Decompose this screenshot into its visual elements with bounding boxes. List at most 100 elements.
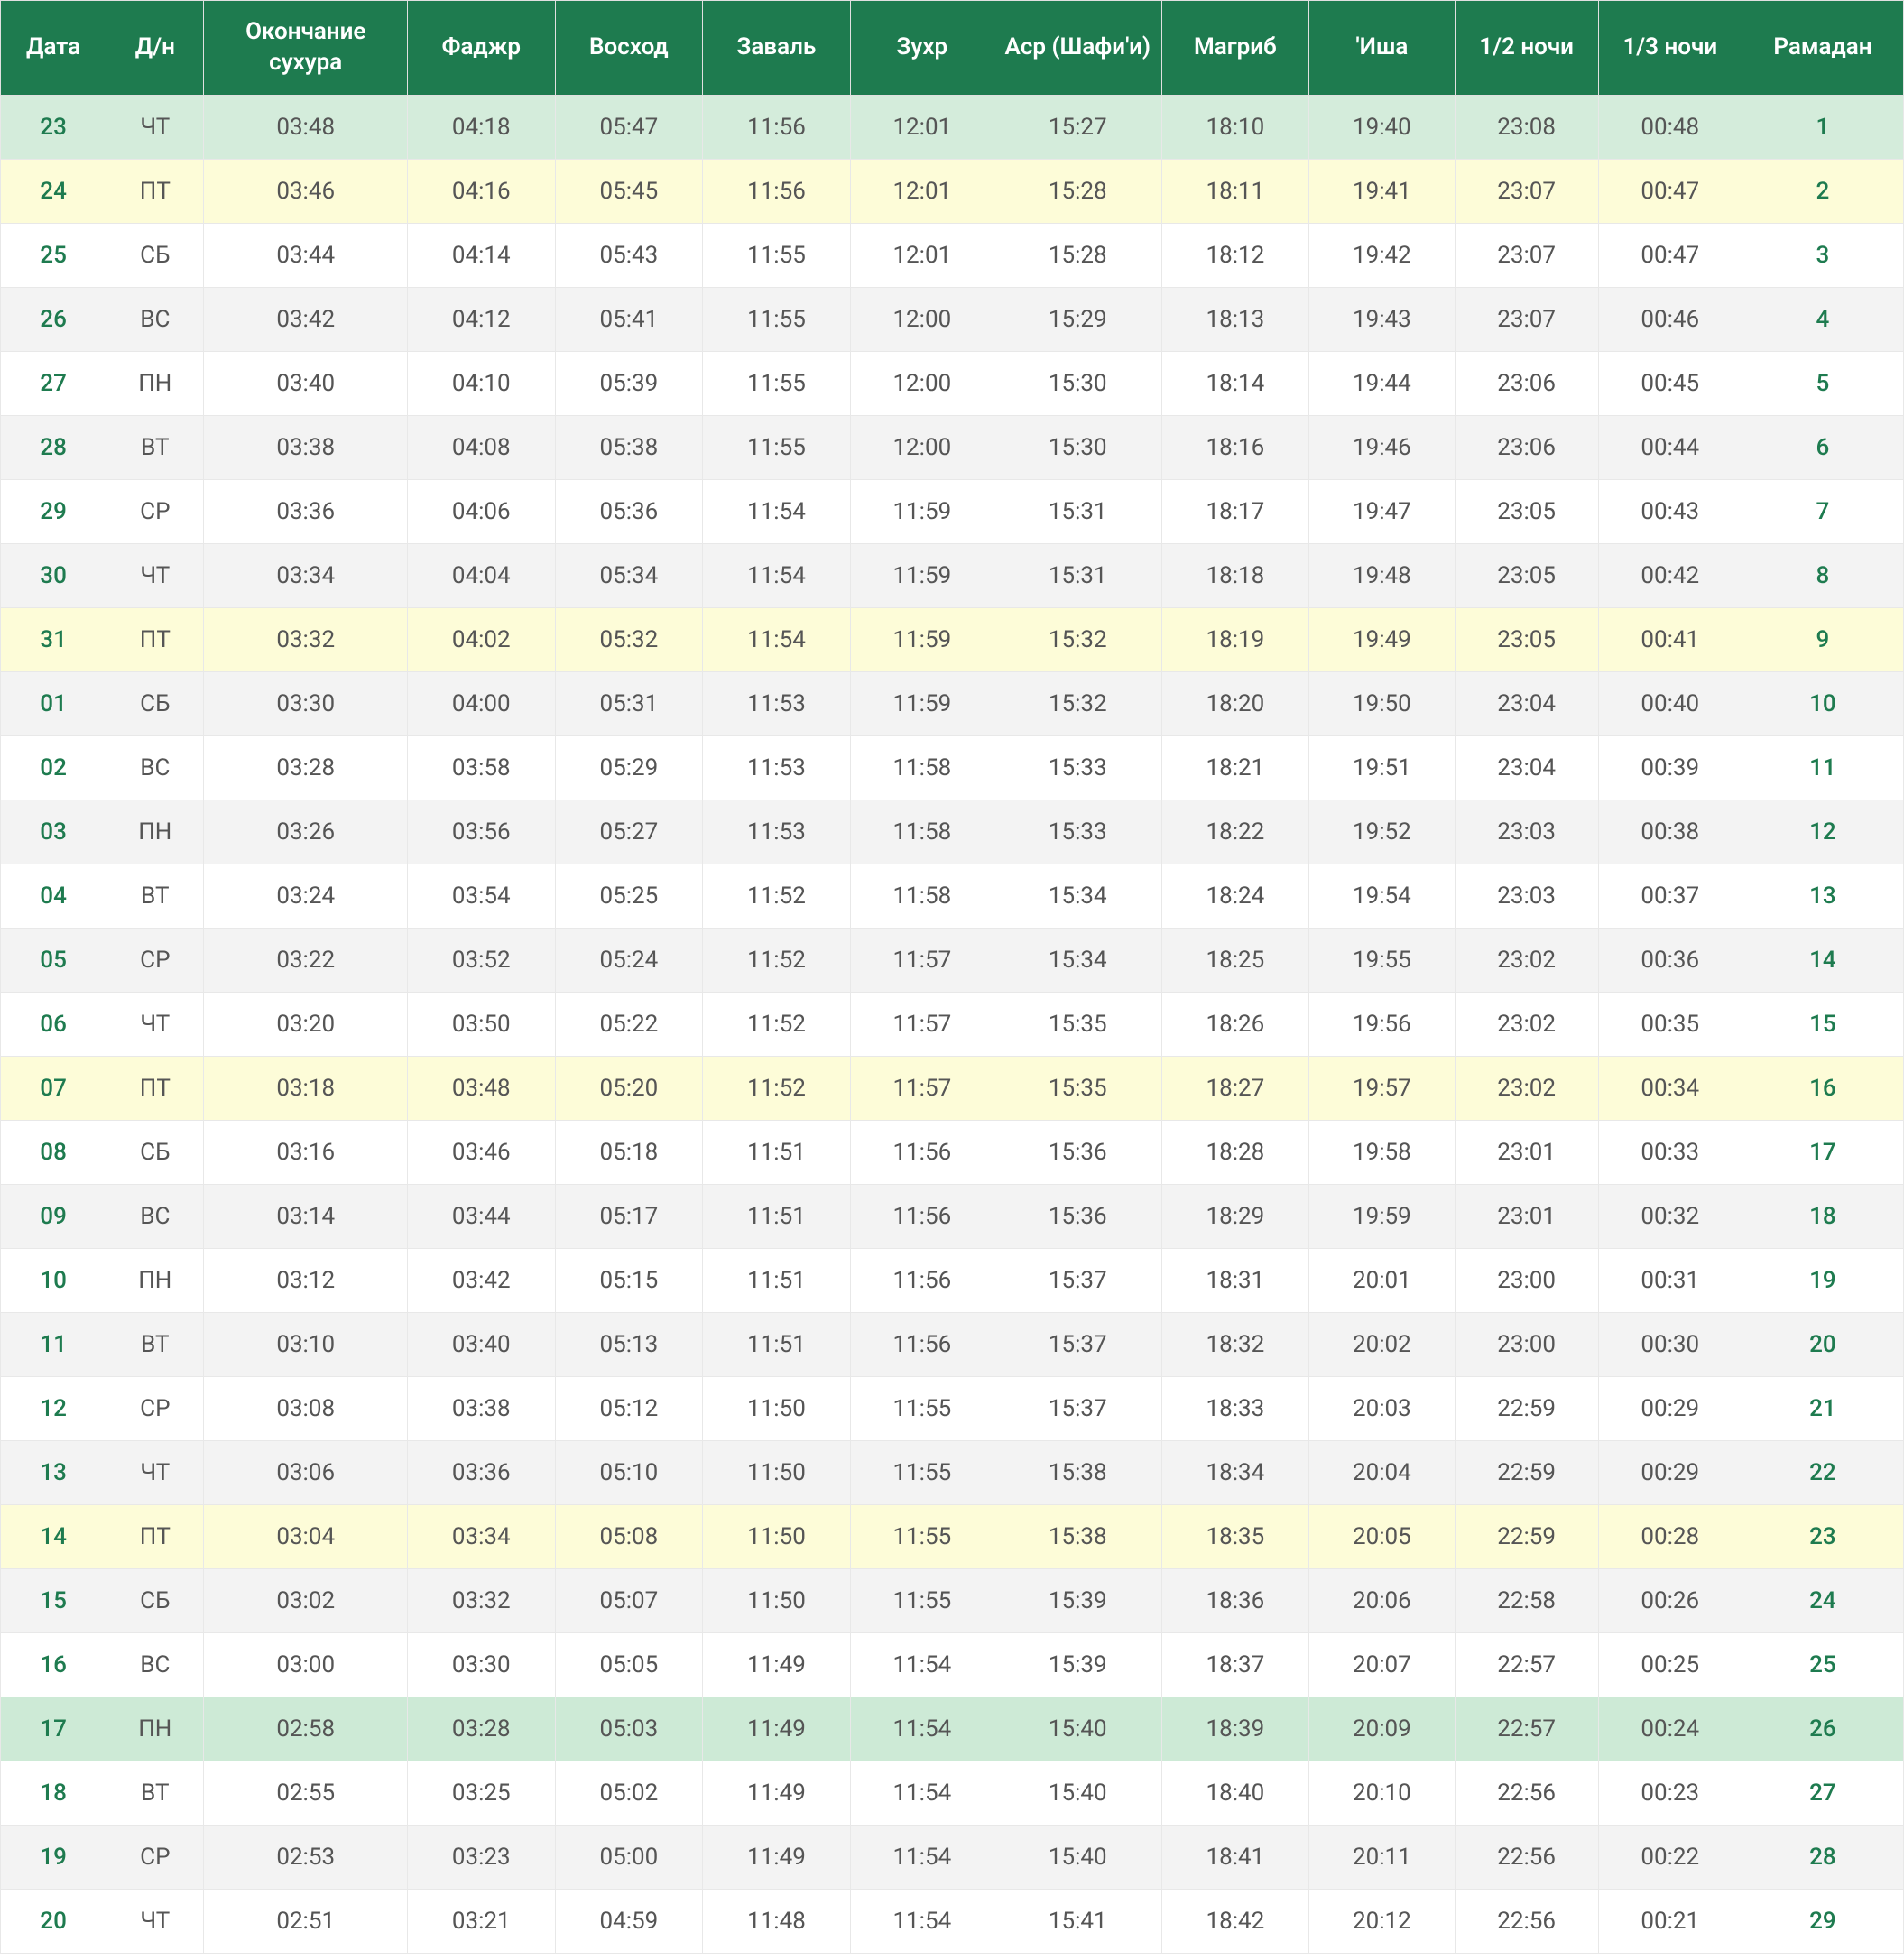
cell-third: 00:26 [1598,1568,1742,1632]
cell-suhur: 03:08 [204,1376,407,1440]
cell-ram: 17 [1742,1120,1903,1184]
cell-asr: 15:41 [994,1889,1161,1953]
cell-zaval: 11:56 [703,95,851,159]
cell-isha: 20:01 [1309,1248,1455,1312]
cell-third: 00:25 [1598,1632,1742,1697]
cell-vosh: 05:08 [555,1504,703,1568]
cell-suhur: 03:26 [204,800,407,864]
cell-third: 00:48 [1598,95,1742,159]
cell-asr: 15:40 [994,1697,1161,1761]
cell-zuhr: 11:54 [850,1697,994,1761]
cell-ram: 21 [1742,1376,1903,1440]
cell-zaval: 11:49 [703,1761,851,1825]
cell-isha: 19:56 [1309,992,1455,1056]
cell-asr: 15:35 [994,992,1161,1056]
cell-half: 23:02 [1455,928,1598,992]
cell-dow: СР [106,479,204,543]
cell-vosh: 05:34 [555,543,703,607]
cell-ram: 12 [1742,800,1903,864]
cell-half: 23:00 [1455,1312,1598,1376]
cell-third: 00:29 [1598,1440,1742,1504]
cell-zaval: 11:53 [703,800,851,864]
cell-ram: 14 [1742,928,1903,992]
cell-magrib: 18:10 [1161,95,1309,159]
cell-zaval: 11:52 [703,928,851,992]
cell-zaval: 11:48 [703,1889,851,1953]
table-row: 28ВТ03:3804:0805:3811:5512:0015:3018:161… [1,415,1904,479]
cell-ram: 29 [1742,1889,1903,1953]
cell-zaval: 11:55 [703,223,851,287]
cell-suhur: 03:06 [204,1440,407,1504]
cell-vosh: 05:18 [555,1120,703,1184]
cell-dow: ВТ [106,1312,204,1376]
cell-third: 00:22 [1598,1825,1742,1889]
cell-half: 23:05 [1455,543,1598,607]
cell-vosh: 05:22 [555,992,703,1056]
cell-zaval: 11:52 [703,992,851,1056]
table-row: 16ВС03:0003:3005:0511:4911:5415:3918:372… [1,1632,1904,1697]
cell-date: 26 [1,287,106,351]
cell-dow: СБ [106,1120,204,1184]
cell-vosh: 05:47 [555,95,703,159]
cell-date: 11 [1,1312,106,1376]
table-row: 29СР03:3604:0605:3611:5411:5915:3118:171… [1,479,1904,543]
cell-third: 00:39 [1598,735,1742,800]
cell-isha: 19:44 [1309,351,1455,415]
cell-suhur: 03:02 [204,1568,407,1632]
cell-zaval: 11:54 [703,543,851,607]
cell-vosh: 05:43 [555,223,703,287]
cell-vosh: 05:00 [555,1825,703,1889]
col-header-dow: Д/н [106,1,204,96]
cell-isha: 19:52 [1309,800,1455,864]
cell-magrib: 18:28 [1161,1120,1309,1184]
cell-magrib: 18:41 [1161,1825,1309,1889]
cell-zuhr: 11:56 [850,1184,994,1248]
cell-vosh: 04:59 [555,1889,703,1953]
cell-vosh: 05:36 [555,479,703,543]
cell-asr: 15:38 [994,1504,1161,1568]
table-row: 24ПТ03:4604:1605:4511:5612:0115:2818:111… [1,159,1904,223]
cell-asr: 15:28 [994,223,1161,287]
cell-third: 00:23 [1598,1761,1742,1825]
cell-dow: СБ [106,671,204,735]
cell-isha: 19:43 [1309,287,1455,351]
table-row: 27ПН03:4004:1005:3911:5512:0015:3018:141… [1,351,1904,415]
cell-ram: 7 [1742,479,1903,543]
cell-ram: 8 [1742,543,1903,607]
cell-third: 00:40 [1598,671,1742,735]
cell-zuhr: 11:58 [850,800,994,864]
cell-fajr: 03:50 [407,992,555,1056]
cell-suhur: 03:14 [204,1184,407,1248]
cell-zuhr: 11:54 [850,1889,994,1953]
cell-third: 00:24 [1598,1697,1742,1761]
cell-zaval: 11:51 [703,1184,851,1248]
cell-zaval: 11:50 [703,1504,851,1568]
cell-date: 13 [1,1440,106,1504]
cell-dow: ПН [106,1248,204,1312]
cell-dow: ЧТ [106,992,204,1056]
cell-third: 00:42 [1598,543,1742,607]
cell-asr: 15:33 [994,735,1161,800]
cell-half: 23:01 [1455,1184,1598,1248]
cell-suhur: 03:28 [204,735,407,800]
cell-zuhr: 11:56 [850,1120,994,1184]
cell-third: 00:47 [1598,223,1742,287]
cell-half: 22:56 [1455,1761,1598,1825]
cell-third: 00:33 [1598,1120,1742,1184]
cell-date: 10 [1,1248,106,1312]
cell-date: 01 [1,671,106,735]
cell-asr: 15:37 [994,1312,1161,1376]
cell-isha: 19:40 [1309,95,1455,159]
cell-third: 00:46 [1598,287,1742,351]
cell-half: 23:07 [1455,287,1598,351]
table-row: 12СР03:0803:3805:1211:5011:5515:3718:332… [1,1376,1904,1440]
cell-dow: ПН [106,351,204,415]
cell-asr: 15:30 [994,415,1161,479]
cell-date: 28 [1,415,106,479]
cell-half: 23:03 [1455,800,1598,864]
cell-zuhr: 11:56 [850,1312,994,1376]
cell-zuhr: 12:00 [850,351,994,415]
cell-third: 00:47 [1598,159,1742,223]
cell-suhur: 03:30 [204,671,407,735]
cell-magrib: 18:35 [1161,1504,1309,1568]
